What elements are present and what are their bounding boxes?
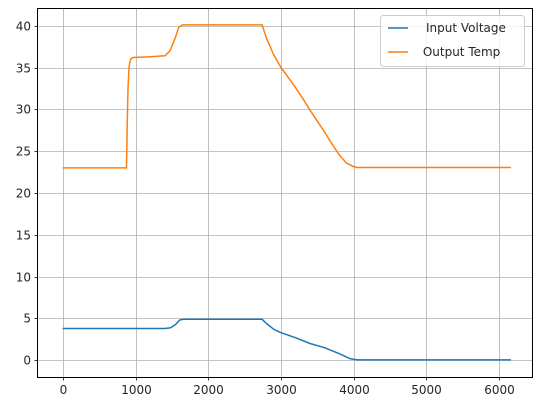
y-tick-label: 5 (23, 312, 31, 326)
x-tick-label: 2000 (193, 383, 224, 397)
legend-label-input-voltage: Input Voltage (426, 21, 506, 35)
y-axis: 0 5 10 15 20 25 30 35 40 (16, 20, 38, 368)
series-line-output-temp (62, 24, 511, 169)
y-tick-label: 10 (16, 271, 31, 285)
x-tick-label: 6000 (484, 383, 515, 397)
series-line-input-voltage (62, 318, 511, 361)
x-tick-label: 5000 (411, 383, 442, 397)
legend: Input Voltage Output Temp (380, 15, 525, 67)
y-tick-label: 15 (16, 229, 31, 243)
series-layer (62, 24, 511, 361)
y-tick-label: 40 (16, 20, 31, 34)
legend-box (380, 15, 525, 67)
y-tick-label: 25 (16, 145, 31, 159)
y-tick-label: 30 (16, 103, 31, 117)
y-tick-label: 35 (16, 62, 31, 76)
y-tick-label: 20 (16, 187, 31, 201)
x-axis: 0 1000 2000 3000 4000 5000 6000 (60, 377, 515, 397)
y-tick-label: 0 (23, 354, 31, 368)
plot-frame (37, 8, 533, 378)
x-tick-label: 1000 (121, 383, 152, 397)
x-tick-label: 4000 (339, 383, 370, 397)
legend-label-output-temp: Output Temp (419, 45, 500, 59)
x-tick-label: 3000 (266, 383, 297, 397)
grid-lines (38, 9, 532, 377)
x-tick-label: 0 (60, 383, 68, 397)
